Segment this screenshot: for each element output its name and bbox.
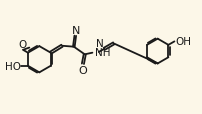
Text: OH: OH: [174, 37, 190, 47]
Text: HO: HO: [5, 61, 21, 71]
Text: N: N: [95, 39, 103, 49]
Text: O: O: [78, 66, 86, 76]
Text: NH: NH: [94, 48, 110, 58]
Text: N: N: [72, 25, 80, 35]
Text: O: O: [19, 40, 27, 49]
